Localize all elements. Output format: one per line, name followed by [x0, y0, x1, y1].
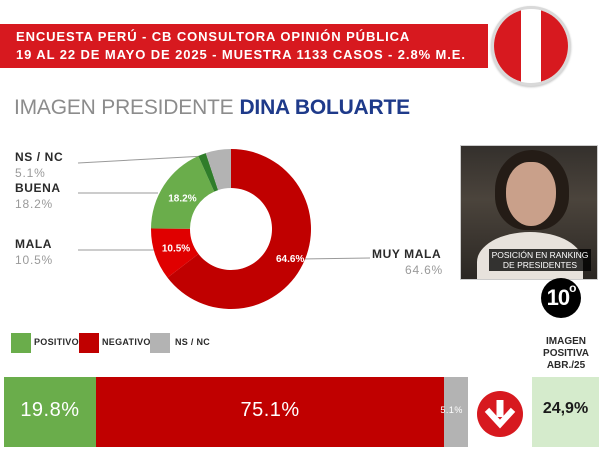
slice-nsnc — [205, 149, 231, 191]
peru-flag-icon — [491, 6, 571, 86]
slice-muy-mala-label: 64.6% — [276, 254, 304, 265]
bar-nsnc-label: 5.1% — [440, 405, 463, 415]
photo-caption-line1: POSICIÓN EN RANKING — [491, 250, 589, 260]
president-photo: POSICIÓN EN RANKING DE PRESIDENTES — [460, 145, 598, 280]
positive-image-value: 24,9% — [542, 400, 589, 417]
legend-text-positivo: POSITIVO — [34, 337, 79, 347]
bar-positivo-label: 19.8% — [20, 399, 80, 421]
ranking-badge: 10o — [541, 278, 581, 318]
flag-stripe-left — [494, 9, 521, 83]
positive-image-title-line3: ABR./25 — [546, 360, 586, 371]
slice-muy-mala — [167, 149, 312, 309]
positive-image-title: IMAGEN POSITIVA ABR./25 — [534, 336, 598, 372]
leader-line-nsnc — [77, 155, 206, 164]
photo-caption: POSICIÓN EN RANKING DE PRESIDENTES — [489, 249, 591, 271]
slice-mala — [150, 228, 199, 278]
slice-buena — [151, 155, 215, 229]
bar-negativo — [95, 377, 445, 447]
flag-stripe-right — [541, 9, 568, 83]
legend-label-buena: BUENA — [15, 181, 61, 195]
legend-value-nsnc: 5.1% — [15, 166, 46, 180]
legend-text-nsnc: NS / NC — [175, 337, 211, 347]
slice-buena-label: 18.2% — [168, 193, 196, 204]
legend-text-negativo: NEGATIVO — [102, 337, 151, 347]
legend-label-muy-mala: MUY MALA — [372, 247, 442, 261]
bar-nsnc — [444, 377, 468, 447]
legend-value-muy-mala: 64.6% — [405, 263, 444, 277]
ranking-suffix: o — [569, 281, 576, 295]
leader-lines — [77, 155, 371, 260]
legend-swatch-positivo — [11, 333, 31, 353]
title-name: DINA BOLUARTE — [239, 96, 410, 119]
positive-image-title-line2: POSITIVA — [543, 348, 589, 359]
legend-value-mala: 10.5% — [15, 253, 54, 267]
title-prefix: IMAGEN PRESIDENTE — [14, 96, 234, 119]
photo-face — [506, 162, 556, 226]
legend-label-mala: MALA — [15, 237, 53, 251]
leader-line-muy-mala — [299, 257, 371, 260]
arrow-down-glyph — [484, 400, 516, 429]
legend-swatch-nsnc — [150, 333, 170, 353]
arrow-down-icon — [477, 391, 523, 437]
header-title: ENCUESTA PERÚ - CB CONSULTORA OPINIÓN PÚ… — [16, 29, 411, 44]
header-subtitle: 19 AL 22 DE MAYO DE 2025 - MUESTRA 1133 … — [16, 47, 466, 62]
page-title: IMAGEN PRESIDENTE DINA BOLUARTE — [14, 96, 410, 120]
positive-image-box — [532, 377, 599, 447]
slice-buena-dark — [198, 153, 219, 192]
photo-caption-line2: DE PRESIDENTES — [502, 260, 578, 270]
bar-negativo-label: 75.1% — [240, 399, 300, 421]
bar-positivo — [4, 377, 96, 447]
header-bar — [0, 24, 488, 68]
donut-slice-labels: 64.6% 10.5% 18.2% — [162, 193, 305, 265]
legend-swatch-negativo — [79, 333, 99, 353]
donut-slices — [150, 149, 312, 309]
ranking-number: 10 — [546, 285, 571, 310]
slice-mala-label: 10.5% — [162, 243, 190, 254]
positive-image-title-line1: IMAGEN — [546, 336, 586, 347]
legend-value-buena: 18.2% — [15, 197, 54, 211]
legend-label-nsnc: NS / NC — [15, 150, 64, 164]
